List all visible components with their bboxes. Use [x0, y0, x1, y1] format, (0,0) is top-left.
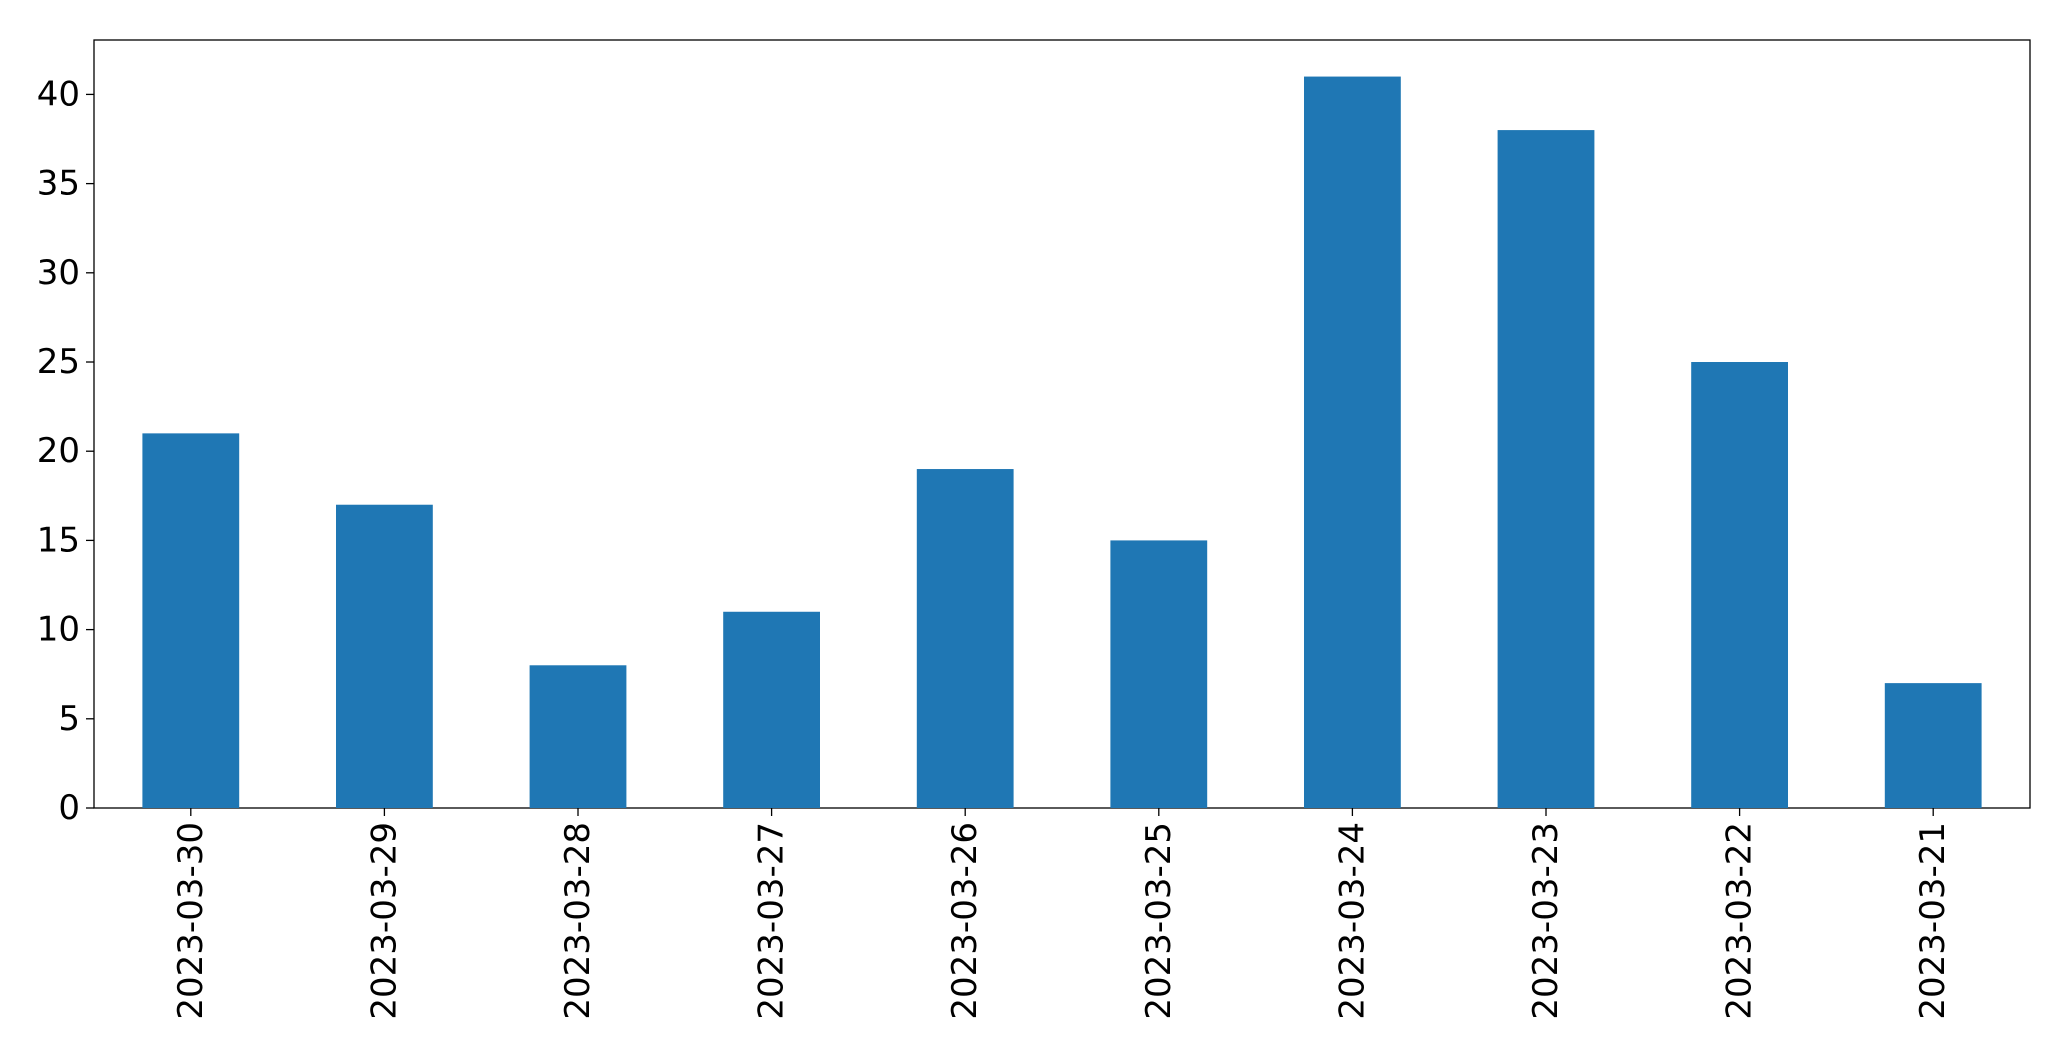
x-tick-label: 2023-03-28	[558, 822, 598, 1020]
bar	[916, 469, 1014, 808]
y-tick-label: 5	[58, 699, 80, 739]
bar	[142, 433, 240, 808]
bar	[1110, 540, 1208, 808]
plot-frame	[93, 39, 2031, 809]
x-tick-label: 2023-03-22	[1720, 822, 1760, 1020]
y-tick-label: 15	[37, 520, 80, 560]
x-tick-label: 2023-03-21	[1913, 822, 1953, 1020]
bar	[1884, 683, 1982, 808]
y-tick-label: 0	[58, 788, 80, 828]
x-tick-label: 2023-03-25	[1139, 822, 1179, 1020]
bar	[336, 504, 433, 808]
x-tick-label: 2023-03-27	[752, 822, 792, 1020]
y-tick-label: 20	[37, 431, 80, 471]
y-tick-label: 10	[37, 610, 80, 650]
x-tick-label: 2023-03-29	[364, 822, 404, 1020]
bar	[1497, 130, 1595, 809]
y-tick-label: 30	[37, 253, 80, 293]
y-tick-label: 40	[37, 74, 80, 114]
bar	[1691, 362, 1788, 808]
y-tick-label: 25	[37, 342, 80, 382]
x-tick-label: 2023-03-23	[1526, 822, 1566, 1020]
y-tick-label: 35	[37, 164, 80, 204]
bar	[529, 665, 627, 808]
x-tick-label: 2023-03-24	[1332, 822, 1372, 1020]
x-tick-label: 2023-03-26	[945, 822, 985, 1020]
bar	[723, 611, 820, 808]
bar	[1304, 76, 1401, 809]
x-tick-label: 2023-03-30	[171, 822, 211, 1020]
